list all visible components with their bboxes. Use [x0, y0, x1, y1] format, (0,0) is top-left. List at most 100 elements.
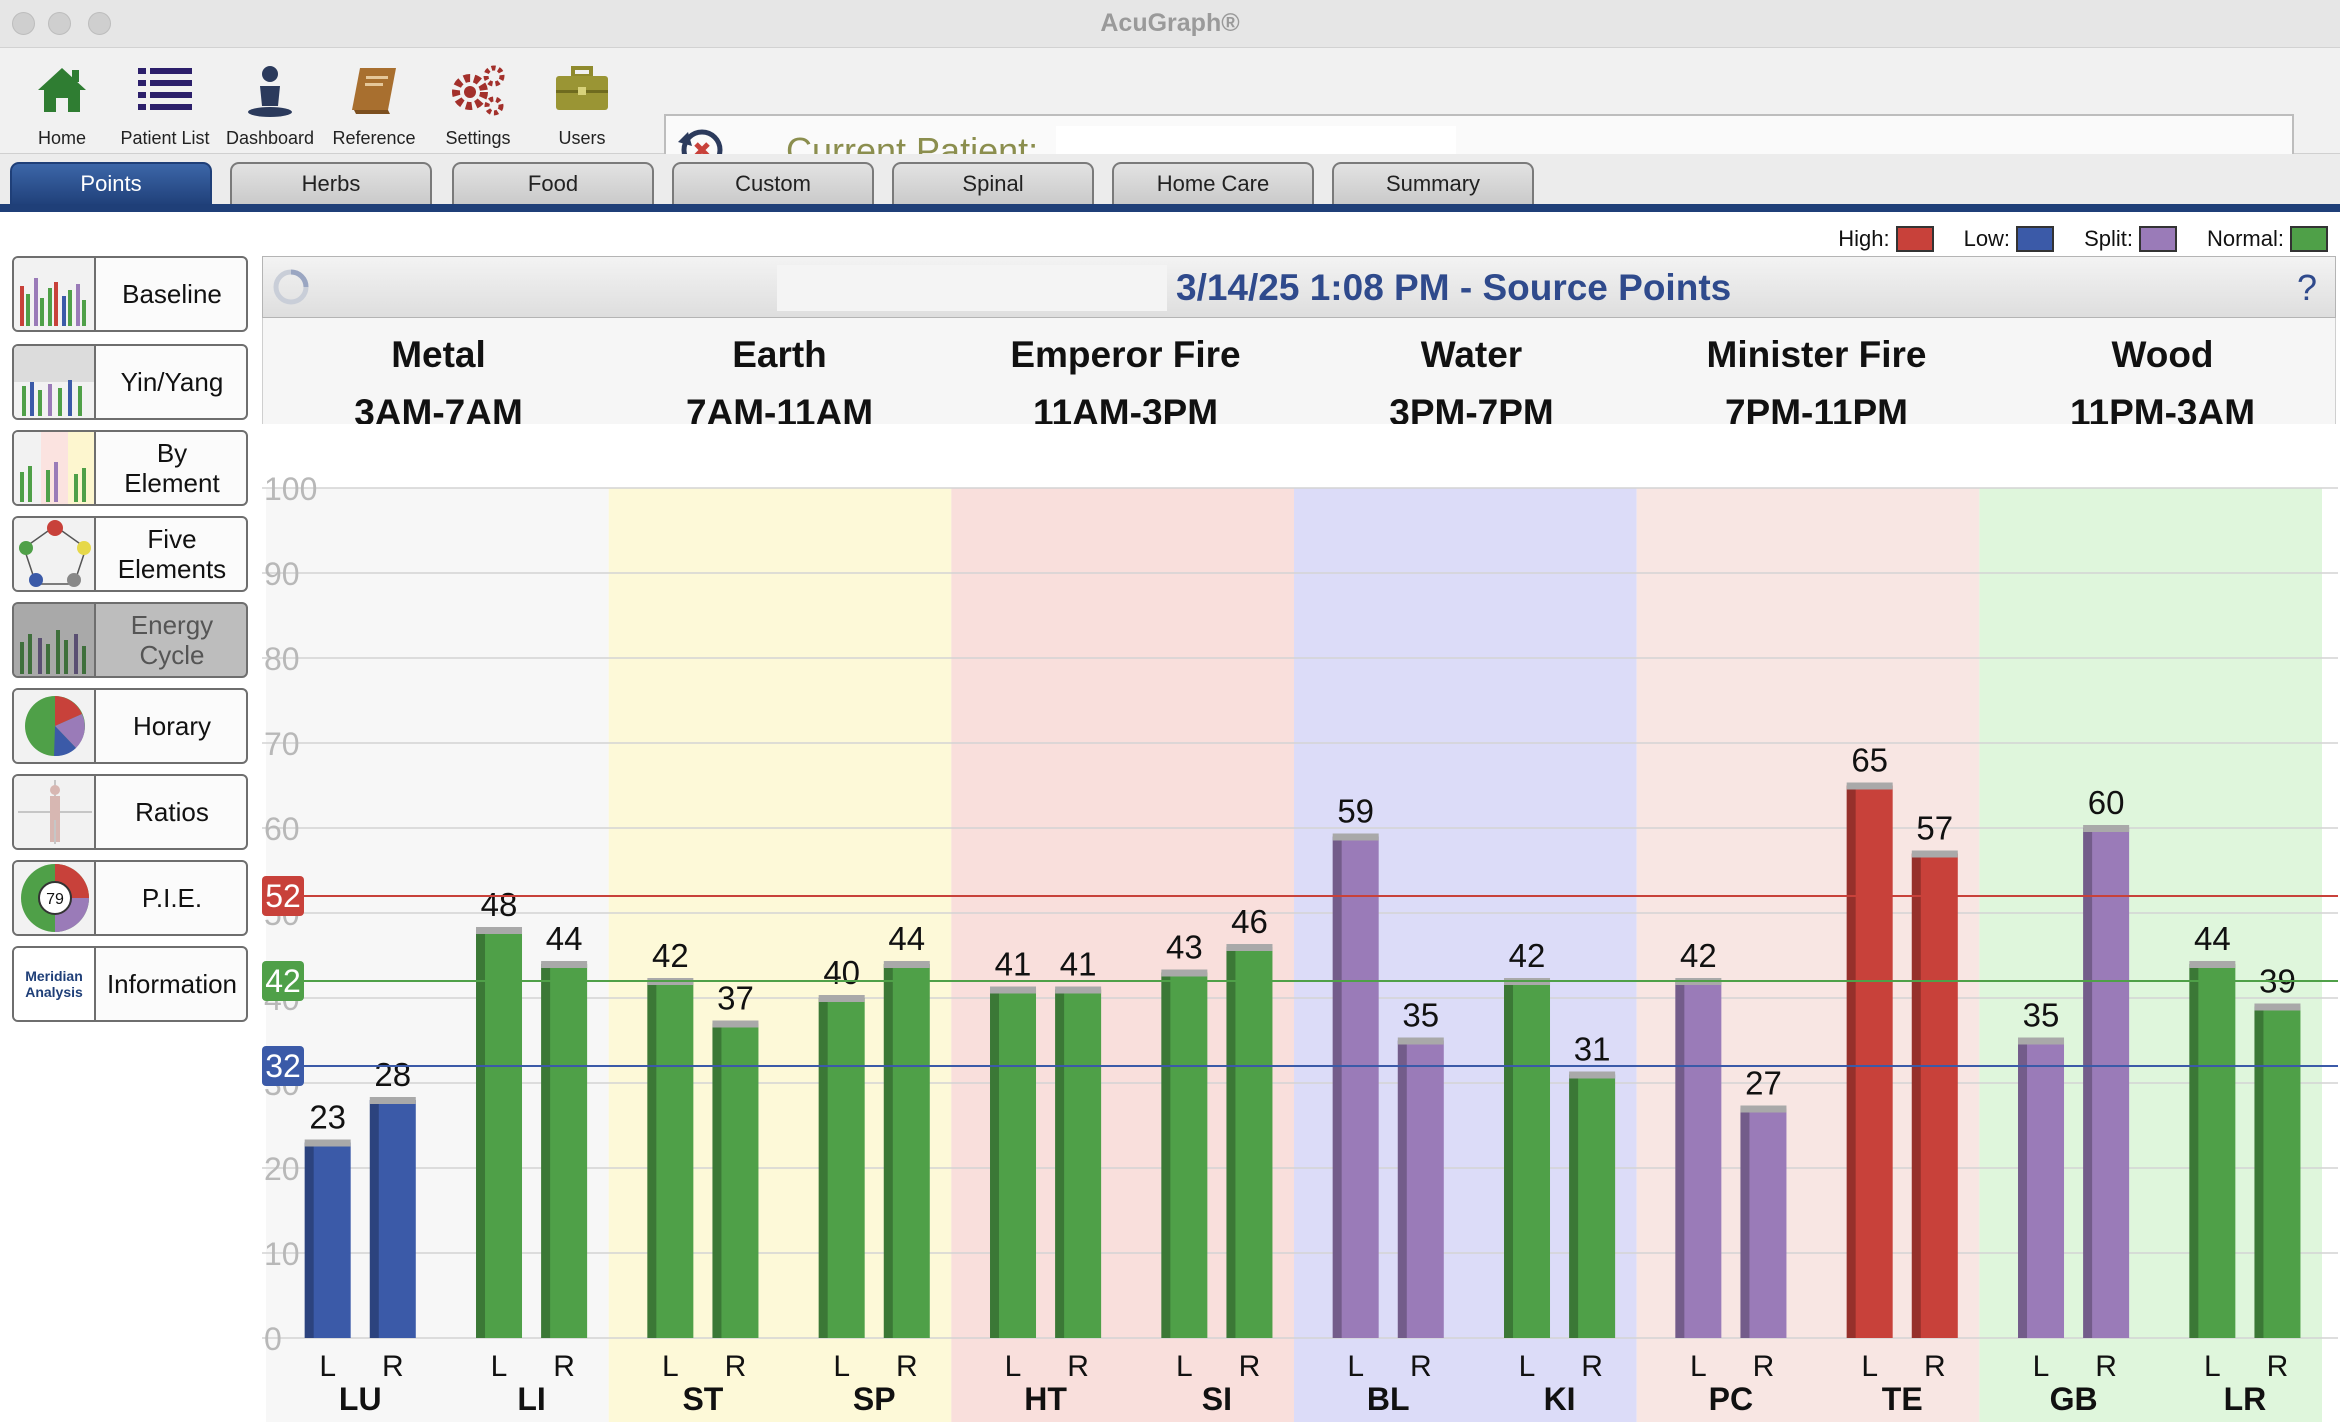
bar-value-label: 41: [995, 946, 1032, 983]
toolbar-dashboard-button[interactable]: Dashboard: [220, 62, 320, 152]
toolbar-reference-button[interactable]: Reference: [324, 62, 424, 152]
bar-cap: [1226, 944, 1273, 951]
tab-food[interactable]: Food: [452, 162, 654, 206]
bar-te-r: [1911, 850, 1958, 1338]
window-title: AcuGraph®: [1100, 9, 1240, 37]
bar-gb-r: [2083, 825, 2130, 1338]
sidebar-item-horary[interactable]: Horary: [12, 688, 248, 764]
reference-badge-label: 32: [265, 1048, 301, 1084]
side-label: L: [1690, 1350, 1707, 1383]
bar-cap: [304, 1139, 351, 1147]
tab-herbs[interactable]: Herbs: [230, 162, 432, 206]
bar-si-r: [1226, 944, 1273, 1338]
status-legend: High: Low: Split: Normal:: [1808, 224, 2328, 254]
y-tick-label: 10: [264, 1236, 300, 1272]
bar-body: [304, 1142, 351, 1338]
by-element-thumbnail-icon: [14, 432, 96, 504]
minimize-window-button[interactable]: [48, 12, 71, 35]
bar-value-label: 37: [717, 980, 754, 1017]
gears-icon: [452, 65, 505, 116]
bar-shade: [1226, 947, 1236, 1338]
bar-cap: [818, 995, 865, 1002]
bar-body: [1740, 1108, 1787, 1338]
bar-shade: [883, 964, 893, 1338]
bar-cap: [1740, 1105, 1787, 1113]
tab-summary[interactable]: Summary: [1332, 162, 1534, 206]
toolbar-patient-list-button[interactable]: Patient List: [115, 62, 215, 152]
bar-sp-r: [883, 961, 930, 1338]
sidebar-item-pie[interactable]: 79 P.I.E.: [12, 860, 248, 936]
toolbar-users-button[interactable]: Users: [532, 62, 632, 152]
bar-shade: [1740, 1108, 1750, 1338]
sidebar-item-five-elements[interactable]: Five Elements: [12, 516, 248, 592]
bar-cap: [1569, 1071, 1616, 1079]
tab-home-care[interactable]: Home Care: [1112, 162, 1314, 206]
bar-shade: [990, 989, 1000, 1338]
bar-shade: [2189, 964, 2199, 1338]
sidebar-item-energy-cycle[interactable]: Energy Cycle: [12, 602, 248, 678]
close-window-button[interactable]: [12, 12, 35, 35]
tab-spinal[interactable]: Spinal: [892, 162, 1094, 206]
bar-value-label: 23: [309, 1099, 346, 1136]
side-label: R: [2267, 1350, 2289, 1383]
bar-shade: [1161, 972, 1171, 1338]
bar-te-l: [1846, 782, 1893, 1338]
toolbar-home-label: Home: [37, 128, 86, 148]
five-elements-thumbnail-icon: [14, 518, 96, 590]
bar-bl-l: [1332, 833, 1379, 1338]
toolbar-settings-button[interactable]: Settings: [428, 62, 528, 152]
bar-cap: [1911, 850, 1958, 858]
legend-normal: Normal:: [2207, 226, 2328, 252]
toolbar-home-button[interactable]: Home: [12, 62, 112, 152]
bar-li-r: [541, 961, 588, 1338]
category-label: LR: [2224, 1381, 2267, 1417]
category-label: SP: [853, 1381, 896, 1417]
bar-shade: [647, 981, 657, 1338]
sidebar-item-by-element[interactable]: By Element: [12, 430, 248, 506]
y-tick-label: 100: [264, 471, 317, 507]
sidebar-item-information[interactable]: Meridian Analysis Information: [12, 946, 248, 1022]
tab-points[interactable]: Points: [10, 162, 212, 206]
bar-body: [818, 998, 865, 1338]
reference-badge: [262, 1046, 304, 1086]
bar-cap: [2254, 1003, 2301, 1011]
bar-shade: [1332, 836, 1342, 1338]
tab-custom[interactable]: Custom: [672, 162, 874, 206]
bar-lr-l: [2189, 961, 2236, 1338]
bar-body: [1397, 1040, 1444, 1338]
toolbar-dashboard-label: Dashboard: [225, 128, 315, 148]
bar-value-label: 42: [652, 937, 689, 974]
bar-body: [1161, 972, 1208, 1338]
side-label: L: [1519, 1350, 1536, 1383]
category-label: LU: [339, 1381, 382, 1417]
bar-pc-r: [1740, 1105, 1787, 1338]
dashboard-icon: [248, 66, 292, 117]
y-tick-label: 60: [264, 811, 300, 847]
bar-ki-l: [1504, 978, 1551, 1338]
sidebar-item-baseline[interactable]: Baseline: [12, 256, 248, 332]
pie-badge-text: 79: [46, 891, 64, 908]
loading-spinner-icon: [273, 269, 309, 305]
bar-st-l: [647, 978, 694, 1338]
bar-cap: [1397, 1037, 1444, 1045]
bar-ht-l: [990, 986, 1037, 1338]
side-label: L: [1005, 1350, 1022, 1383]
zoom-window-button[interactable]: [88, 12, 111, 35]
bar-value-label: 35: [1402, 997, 1439, 1034]
sidebar-item-ratios[interactable]: Ratios: [12, 774, 248, 850]
bar-shade: [369, 1100, 379, 1338]
y-tick-label: 0: [264, 1321, 282, 1357]
legend-low: Low:: [1964, 226, 2055, 252]
sidebar-item-yin-yang[interactable]: Yin/Yang: [12, 344, 248, 420]
bar-cap: [541, 961, 588, 968]
pie-thumbnail-icon: 79: [14, 862, 96, 934]
help-button[interactable]: ?: [2296, 267, 2317, 308]
bar-value-label: 41: [1060, 946, 1097, 983]
bar-cap: [1055, 986, 1102, 994]
bar-body: [1569, 1074, 1616, 1338]
legend-normal-swatch: [2290, 226, 2328, 252]
category-label: KI: [1544, 1381, 1576, 1417]
bar-shade: [1397, 1040, 1407, 1338]
legend-split-swatch: [2138, 226, 2177, 252]
category-label: BL: [1367, 1381, 1410, 1417]
